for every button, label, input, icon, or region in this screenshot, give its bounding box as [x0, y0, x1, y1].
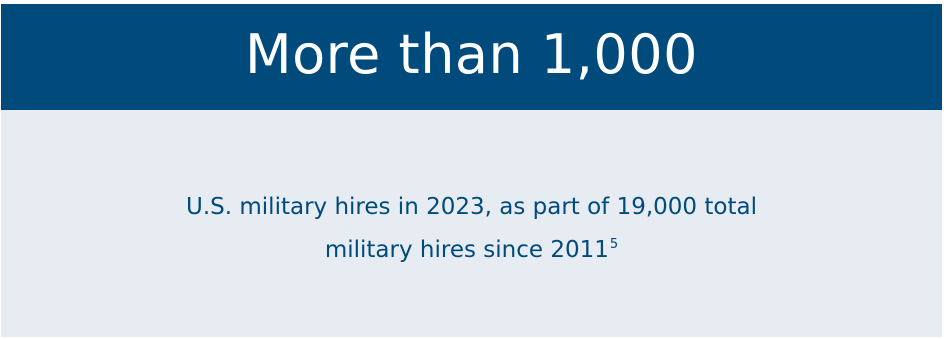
- stat-banner: More than 1,000: [1, 4, 942, 110]
- stat-description-panel: U.S. military hires in 2023, as part of …: [1, 110, 942, 337]
- stat-caption-line-2: military hires since 2011: [324, 237, 609, 263]
- footnote-marker: 5: [609, 237, 619, 252]
- stat-headline: More than 1,000: [245, 23, 698, 86]
- stat-caption-line-1: U.S. military hires in 2023, as part of …: [186, 194, 757, 220]
- stat-caption: U.S. military hires in 2023, as part of …: [1, 186, 942, 272]
- stat-card: More than 1,000 U.S. military hires in 2…: [1, 4, 942, 337]
